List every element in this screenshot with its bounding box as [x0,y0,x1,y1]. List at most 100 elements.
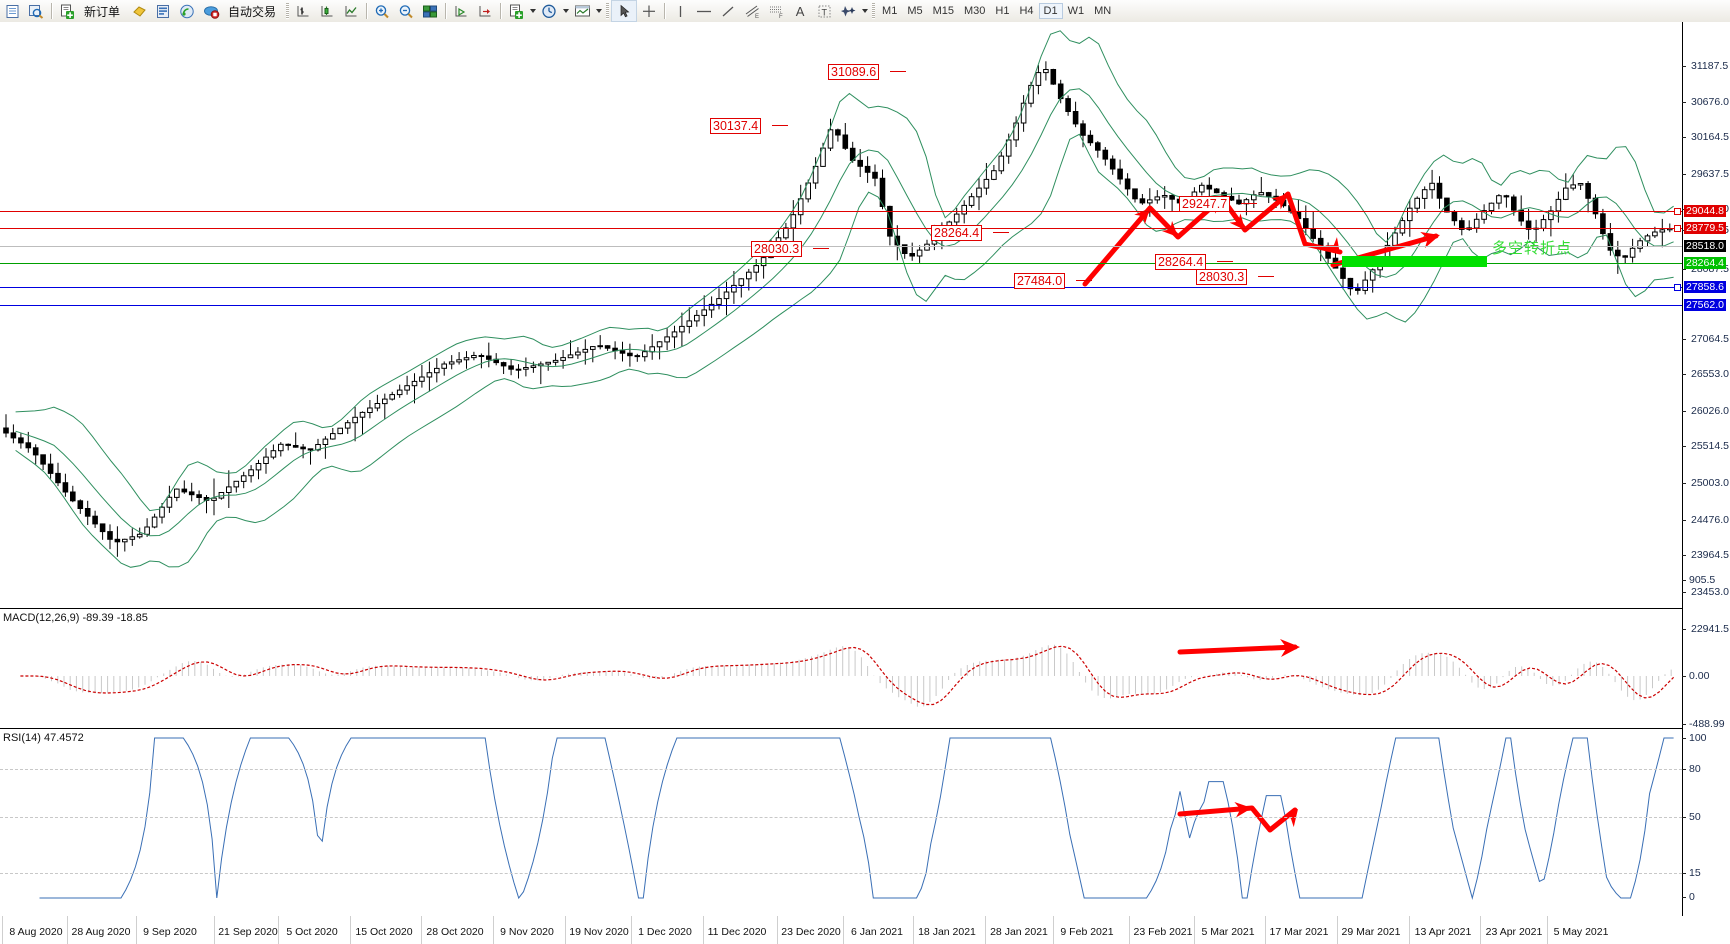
timeframe-m15[interactable]: M15 [932,5,954,17]
annotation-leader-line [772,125,788,126]
price-annotation-5[interactable]: 28264.4 [1155,254,1207,270]
level-line-27858.6[interactable] [0,287,1682,288]
level-line-28779.5[interactable] [0,228,1682,229]
text-icon[interactable]: A [795,3,805,19]
trendline-icon[interactable] [716,1,740,21]
time-axis-separator [843,916,844,944]
axis-tick [1682,374,1686,375]
support-zone-highlight [1342,256,1487,267]
time-axis-label: 15 Oct 2020 [355,926,413,938]
equidistant-channel-icon[interactable]: E [740,1,764,21]
rsi-pane[interactable] [0,730,1730,916]
terminal-icon[interactable] [0,1,24,21]
rsi-axis-label: 0 [1689,891,1695,903]
line-chart-icon[interactable] [339,1,363,21]
signals-icon[interactable] [175,1,199,21]
rsi-canvas [39,737,1674,900]
expert-advisors-icon[interactable] [127,1,151,21]
price-annotation-7[interactable]: 27484.0 [1014,273,1066,289]
zoom-in-icon[interactable] [370,1,394,21]
level-handle[interactable] [1674,225,1681,232]
templates-caret-icon[interactable] [594,9,603,13]
time-axis-label: 21 Sep 2020 [218,926,278,938]
axis-tick [1682,339,1686,340]
axis-tick [1682,592,1686,593]
price-axis-label: 24476.0 [1691,514,1729,526]
time-axis-separator [2,916,3,944]
tile-windows-icon[interactable] [418,1,442,21]
time-axis-separator [703,916,704,944]
price-annotation-4[interactable]: 29247.7 [1179,196,1231,212]
autotrading-icon[interactable] [199,1,223,21]
time-axis-label: 5 May 2021 [1553,926,1609,938]
price-annotation-2[interactable]: 28030.3 [751,241,803,257]
timeframe-mn[interactable]: MN [1094,5,1112,17]
text-label-icon[interactable]: T [812,1,836,21]
annotation-leader-line [1217,261,1233,262]
new-order-button[interactable]: 新订单 [79,1,127,21]
new-order-icon[interactable] [55,1,79,21]
level-line-28518.0[interactable] [0,246,1682,247]
candlestick-chart-icon[interactable] [315,1,339,21]
horizontal-line-icon[interactable] [692,1,716,21]
timeframe-m30[interactable]: M30 [964,5,986,17]
time-axis-label: 23 Feb 2021 [1133,926,1193,938]
price-annotation-6[interactable]: 28030.3 [1196,269,1248,285]
price-tag-29044.8: 29044.8 [1684,205,1726,217]
price-pane[interactable] [0,22,1730,608]
price-annotation-3[interactable]: 28264.4 [931,225,983,241]
zoom-out-icon[interactable] [394,1,418,21]
axis-tick [1682,769,1686,770]
templates-icon[interactable] [570,1,594,21]
mql5-community-icon[interactable] [151,1,175,21]
timeframe-w1[interactable]: W1 [1067,5,1085,17]
auto-scroll-icon[interactable] [473,1,497,21]
time-axis-label: 1 Dec 2020 [638,926,692,938]
time-axis-separator [565,916,566,944]
vertical-line-icon[interactable] [668,1,692,21]
price-annotation-1[interactable]: 30137.4 [710,118,762,134]
time-axis-label: 18 Jan 2021 [918,926,976,938]
chart-shift-icon[interactable] [449,1,473,21]
timeframe-d1[interactable]: D1 [1038,3,1063,19]
time-axis-label: 11 Dec 2020 [707,926,767,938]
shapes-caret-icon[interactable] [860,9,869,13]
period-icon[interactable] [537,1,561,21]
timeframe-m1[interactable]: M1 [882,5,898,17]
bar-chart-icon[interactable] [291,1,315,21]
indicators-caret-icon[interactable] [528,9,537,13]
level-line-28264.4[interactable] [0,263,1682,264]
macd-pane[interactable] [0,610,1730,728]
timeframe-m5[interactable]: M5 [907,5,923,17]
axis-tick [1682,174,1686,175]
fibonacci-icon[interactable]: F [764,1,788,21]
annotation-leader-line [890,71,906,72]
time-axis-separator [421,916,422,944]
toolbar-grip[interactable] [283,2,291,20]
time-axis-label: 28 Aug 2020 [71,926,131,938]
indicators-icon[interactable] [504,1,528,21]
timeframe-h4[interactable]: H4 [1019,5,1034,17]
time-axis-separator [136,916,137,944]
toolbar-grip-3[interactable] [869,2,877,20]
period-caret-icon[interactable] [561,9,570,13]
toolbar-grip-2[interactable] [603,2,611,20]
main-toolbar: 新订单 自动交易 E F A T M1 M5 M15 M30 H1 H4 D1 W1 MN [0,0,1730,23]
toolbar-separator-5 [661,2,668,20]
level-handle[interactable] [1674,284,1681,291]
timeframe-h1[interactable]: H1 [995,5,1010,17]
crosshair-icon[interactable] [637,1,661,21]
time-axis-label: 19 Nov 2020 [569,926,629,938]
time-axis-label: 23 Dec 2020 [781,926,841,938]
data-window-icon[interactable] [24,1,48,21]
level-handle[interactable] [1674,208,1681,215]
cursor-icon[interactable] [611,0,638,22]
shapes-icon[interactable] [836,1,860,21]
time-axis[interactable]: 8 Aug 2020 28 Aug 2020 9 Sep 2020 21 Sep 20… [0,916,1730,944]
macd-axis-label: 905.5 [1689,574,1716,586]
annotation-leader-line [1241,203,1257,204]
level-line-27562.0[interactable] [0,305,1682,306]
autotrading-button[interactable]: 自动交易 [223,1,283,21]
level-line-29044.8[interactable] [0,211,1682,212]
price-annotation-0[interactable]: 31089.6 [828,64,880,80]
